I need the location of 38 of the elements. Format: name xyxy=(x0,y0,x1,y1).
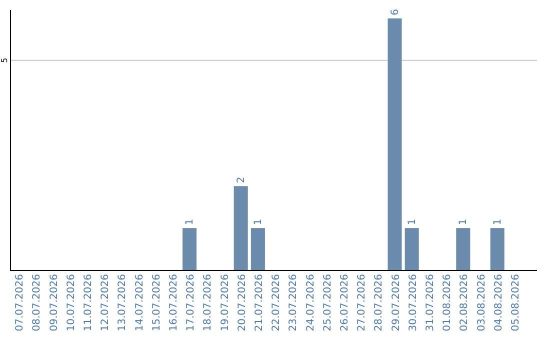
data-label: 1 xyxy=(458,218,470,226)
x-tick-label: 26.07.2026 xyxy=(339,274,350,332)
x-tick-label: 27.07.2026 xyxy=(356,274,368,332)
x-tick-label: 12.07.2026 xyxy=(100,274,112,332)
x-tick-label: 14.07.2026 xyxy=(134,274,146,332)
x-tick-label: 31.07.2026 xyxy=(424,274,436,332)
x-tick-label: 20.07.2026 xyxy=(236,274,248,332)
x-tick-label: 05.08.2026 xyxy=(510,274,522,332)
data-label: 1 xyxy=(252,218,264,226)
x-tick-label: 04.08.2026 xyxy=(493,274,504,332)
x-tick-label: 10.07.2026 xyxy=(66,274,77,332)
x-tick-label: 09.07.2026 xyxy=(48,274,60,332)
x-tick-label: 07.07.2026 xyxy=(14,274,26,332)
x-tick-label: 03.08.2026 xyxy=(476,274,488,332)
x-tick-label: 23.07.2026 xyxy=(288,274,300,332)
x-tick-label: 08.07.2026 xyxy=(32,274,43,332)
x-tick-label: 16.07.2026 xyxy=(168,274,180,332)
x-tick-label: 01.08.2026 xyxy=(442,274,454,332)
x-tick-label: 29.07.2026 xyxy=(390,274,402,332)
data-label: 1 xyxy=(406,218,418,226)
x-tick-label: 19.07.2026 xyxy=(220,274,231,332)
x-tick-label: 02.08.2026 xyxy=(459,274,470,332)
x-tick-label: 22.07.2026 xyxy=(271,274,282,332)
x-tick-label: 18.07.2026 xyxy=(202,274,214,332)
x-tick-label: 28.07.2026 xyxy=(374,274,385,332)
x-tick-label: 15.07.2026 xyxy=(151,274,162,332)
data-label: 2 xyxy=(236,176,247,184)
data-label: 1 xyxy=(492,218,504,226)
x-tick-label: 17.07.2026 xyxy=(186,274,197,332)
x-tick-label: 11.07.2026 xyxy=(82,274,94,332)
y-tick-label: 5 xyxy=(0,58,9,63)
data-label: 1 xyxy=(184,218,196,226)
x-tick-label: 21.07.2026 xyxy=(254,274,265,332)
data-label: 6 xyxy=(390,9,401,16)
x-tick-label: 24.07.2026 xyxy=(305,274,316,332)
x-tick-label: 13.07.2026 xyxy=(117,274,128,332)
x-tick-label: 25.07.2026 xyxy=(322,274,334,332)
x-tick-label: 30.07.2026 xyxy=(408,274,419,332)
